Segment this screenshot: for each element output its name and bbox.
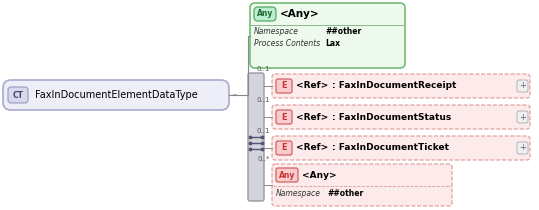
Text: : FaxInDocumentReceipt: : FaxInDocumentReceipt [332,81,457,91]
Text: Namespace: Namespace [276,189,321,198]
FancyBboxPatch shape [272,105,530,129]
FancyBboxPatch shape [517,142,528,154]
Text: Any: Any [257,9,273,18]
FancyBboxPatch shape [272,74,530,98]
Text: : FaxInDocumentTicket: : FaxInDocumentTicket [332,143,449,152]
Text: +: + [519,113,526,122]
FancyBboxPatch shape [248,73,264,201]
FancyBboxPatch shape [517,111,528,123]
Text: 0..1: 0..1 [257,66,270,72]
FancyBboxPatch shape [254,7,276,21]
FancyBboxPatch shape [276,141,292,155]
FancyBboxPatch shape [8,87,28,103]
Text: FaxInDocumentElementDataType: FaxInDocumentElementDataType [35,90,198,100]
Text: 0..1: 0..1 [257,128,270,134]
Text: ##other: ##other [325,28,361,37]
Text: Any: Any [279,171,295,180]
Text: <Any>: <Any> [302,171,337,180]
Text: 0..1: 0..1 [257,97,270,103]
Text: <Ref>: <Ref> [296,113,328,122]
FancyBboxPatch shape [3,80,229,110]
Text: =: = [231,92,237,98]
Text: 0..*: 0..* [258,156,270,162]
Text: <Any>: <Any> [280,9,320,19]
Text: E: E [281,143,287,152]
Text: +: + [519,143,526,152]
Text: E: E [281,113,287,122]
FancyBboxPatch shape [276,168,298,182]
Text: E: E [281,81,287,91]
FancyBboxPatch shape [250,3,405,68]
FancyBboxPatch shape [517,80,528,92]
Text: Process Contents: Process Contents [254,38,320,47]
Text: CT: CT [12,91,24,100]
Text: Namespace: Namespace [254,28,299,37]
FancyBboxPatch shape [276,110,292,124]
Text: Lax: Lax [325,38,340,47]
FancyBboxPatch shape [276,79,292,93]
FancyBboxPatch shape [272,164,452,206]
Text: <Ref>: <Ref> [296,81,328,91]
Text: +: + [519,81,526,91]
Text: ##other: ##other [327,189,363,198]
Text: <Ref>: <Ref> [296,143,328,152]
FancyBboxPatch shape [272,136,530,160]
Text: : FaxInDocumentStatus: : FaxInDocumentStatus [332,113,451,122]
